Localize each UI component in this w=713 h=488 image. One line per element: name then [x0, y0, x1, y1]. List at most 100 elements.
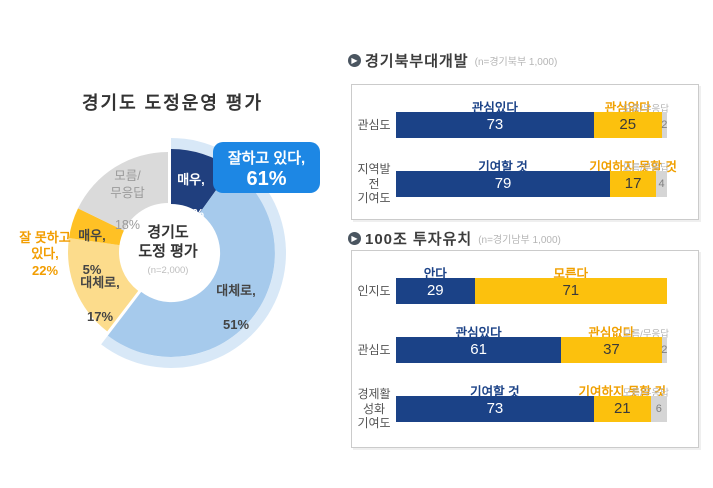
legend-dontknow: 모름/무응답 [622, 388, 669, 399]
stacked-bar: 61 37 2 [396, 337, 667, 363]
bar-zone: 관심있다 관심없다 모름/무응답 73 25 2 [396, 97, 669, 138]
bar-row: 관심도 관심있다 관심없다 모름/무응답 61 37 2 [352, 322, 669, 363]
donut-segment-label-somewhat-positive: 대체로, 51% [207, 266, 265, 350]
donut-segment [68, 238, 139, 332]
bar-segment-positive: 79 [396, 171, 611, 197]
bar-segment-value: 21 [613, 400, 631, 417]
segment-label: 매우, [177, 171, 205, 187]
legend-positive: 관심있다 [471, 101, 518, 115]
center-label-line2: 도정 평가 [138, 242, 198, 260]
segment-value: 17% [86, 308, 114, 324]
bar-segment-value: 71 [562, 282, 580, 299]
section-header-investment: ▶ 100조 투자유치 (n=경기남부 1,000) [348, 228, 561, 249]
segment-label: 매우, [78, 227, 106, 243]
sample-size-label: (n=경기남부 1,000) [478, 235, 561, 246]
callout-text: 잘하고 있다, [227, 150, 306, 167]
row-category-label: 관심도 [357, 342, 391, 357]
bullet-arrow-icon: ▶ [348, 232, 361, 245]
bar-segment-dontknow: 2 [661, 112, 668, 138]
segment-value: 10% [177, 205, 205, 221]
row-category-label: 관심도 [357, 117, 391, 132]
bar-segment-negative: 37 [561, 337, 662, 363]
bar-segment-value: 79 [494, 175, 512, 192]
row-category-label: 경제활성화 기여도 [357, 387, 391, 431]
donut-segment-label-somewhat-negative: 대체로, 17% [72, 258, 128, 342]
bar-zone: 안다 모른다 29 71 [396, 263, 667, 304]
negative-callout-value: 22% [31, 262, 59, 278]
legend-negative: 관심없다 [588, 326, 635, 340]
section-title: 100조 투자유치 [365, 231, 473, 248]
bar-legend: 관심있다 관심없다 모름/무응답 [396, 322, 669, 340]
result-callout-positive: 잘하고 있다, 61% [213, 142, 320, 193]
bar-segment-value: 61 [470, 341, 487, 358]
stacked-bar: 29 71 [396, 278, 667, 304]
segment-value: 18% [114, 218, 141, 232]
bar-row: 지역발전 기여도 기여할 것 기여하지 못할 것 모름/무응답 79 17 4 [352, 156, 677, 206]
bar-legend: 안다 모른다 [396, 263, 667, 281]
bar-segment-dontknow: 6 [650, 396, 667, 422]
legend-positive: 관심있다 [455, 326, 502, 340]
bullet-arrow-icon: ▶ [348, 54, 361, 67]
donut-segment [68, 208, 124, 246]
sample-size-label: (n=2,000) [147, 264, 189, 276]
bar-segment-value: 29 [426, 282, 444, 299]
segment-value: 5% [82, 261, 102, 277]
bar-segment-value: 73 [486, 400, 504, 417]
section-header-north-development: ▶ 경기북부대개발 (n=경기북부 1,000) [348, 50, 557, 71]
bar-segment-value: 4 [658, 178, 665, 190]
bar-chart-panel-north-development: 관심도 관심있다 관심없다 모름/무응답 73 25 2 지역발전 기여도 기여할 것 기여하지 … [351, 84, 699, 220]
donut-segment-label-very-negative: 매우, 5% [66, 211, 118, 295]
bar-chart-panel-investment: 인지도 안다 모른다 29 71 관심도 관심있다 관심없다 모름/무응답 61 37 2 경제활성화 … [351, 250, 699, 448]
bar-legend: 기여할 것 기여하지 못할 것 모름/무응답 [396, 381, 669, 399]
donut-segment-label-dontknow: 모름/ 무응답 18% [100, 152, 155, 250]
legend-negative: 관심없다 [604, 101, 651, 115]
donut-segment-label-very-positive: 매우, 10% [165, 155, 217, 239]
bar-segment-value: 6 [655, 403, 662, 415]
legend-negative: 모른다 [553, 267, 589, 281]
bar-segment-value: 17 [624, 175, 642, 192]
bar-segment-positive: 73 [396, 396, 594, 422]
stacked-bar: 73 21 6 [396, 396, 667, 422]
bar-segment-negative: 71 [474, 278, 667, 304]
legend-dontknow: 모름/무응답 [622, 329, 669, 340]
segment-label: 대체로, [216, 282, 256, 298]
donut-center-label: 경기도 도정 평가 (n=2,000) [128, 224, 208, 276]
result-callout-negative: 잘 못하고 있다, 22% [16, 230, 74, 279]
bar-segment-value: 73 [486, 116, 504, 133]
legend-dontknow: 모름/무응답 [622, 104, 669, 115]
donut-segment [78, 152, 168, 231]
bar-segment-value: 2 [661, 119, 668, 131]
bar-segment-value: 2 [661, 344, 668, 356]
segment-label: 모름/ 무응답 [110, 169, 145, 200]
bar-segment-value: 25 [619, 116, 637, 133]
bar-segment-negative: 17 [610, 171, 657, 197]
bar-legend: 기여할 것 기여하지 못할 것 모름/무응답 [396, 156, 677, 174]
section-title: 경기북부대개발 [365, 53, 469, 70]
sample-size-label: (n=경기북부 1,000) [474, 57, 558, 68]
donut-emphasis-ring [101, 138, 286, 368]
callout-value: 61% [246, 168, 287, 190]
segment-label: 대체로, [80, 274, 120, 290]
donut-chart [68, 138, 286, 368]
stacked-bar: 73 25 2 [396, 112, 667, 138]
bar-segment-dontknow: 2 [661, 337, 668, 363]
bar-segment-negative: 25 [593, 112, 662, 138]
segment-value: 51% [222, 316, 250, 332]
bar-segment-positive: 73 [396, 112, 594, 138]
bar-zone: 관심있다 관심없다 모름/무응답 61 37 2 [396, 322, 669, 363]
legend-negative: 기여하지 못할 것 [578, 385, 667, 399]
center-label-line1: 경기도 [147, 224, 189, 241]
row-category-label: 지역발전 기여도 [357, 162, 391, 206]
bar-segment-dontknow: 4 [656, 171, 667, 197]
bar-legend: 관심있다 관심없다 모름/무응답 [396, 97, 669, 115]
negative-callout-line2: 있다, [31, 246, 59, 262]
bar-segment-value: 37 [603, 341, 620, 358]
bar-segment-negative: 21 [593, 396, 651, 422]
stacked-bar: 79 17 4 [396, 171, 667, 197]
legend-dontknow: 모름/무응답 [622, 163, 669, 174]
bar-zone: 기여할 것 기여하지 못할 것 모름/무응답 79 17 4 [396, 156, 677, 197]
donut-segment [107, 168, 275, 357]
bar-row: 경제활성화 기여도 기여할 것 기여하지 못할 것 모름/무응답 73 21 6 [352, 381, 669, 431]
negative-callout-line1: 잘 못하고 [19, 230, 71, 245]
